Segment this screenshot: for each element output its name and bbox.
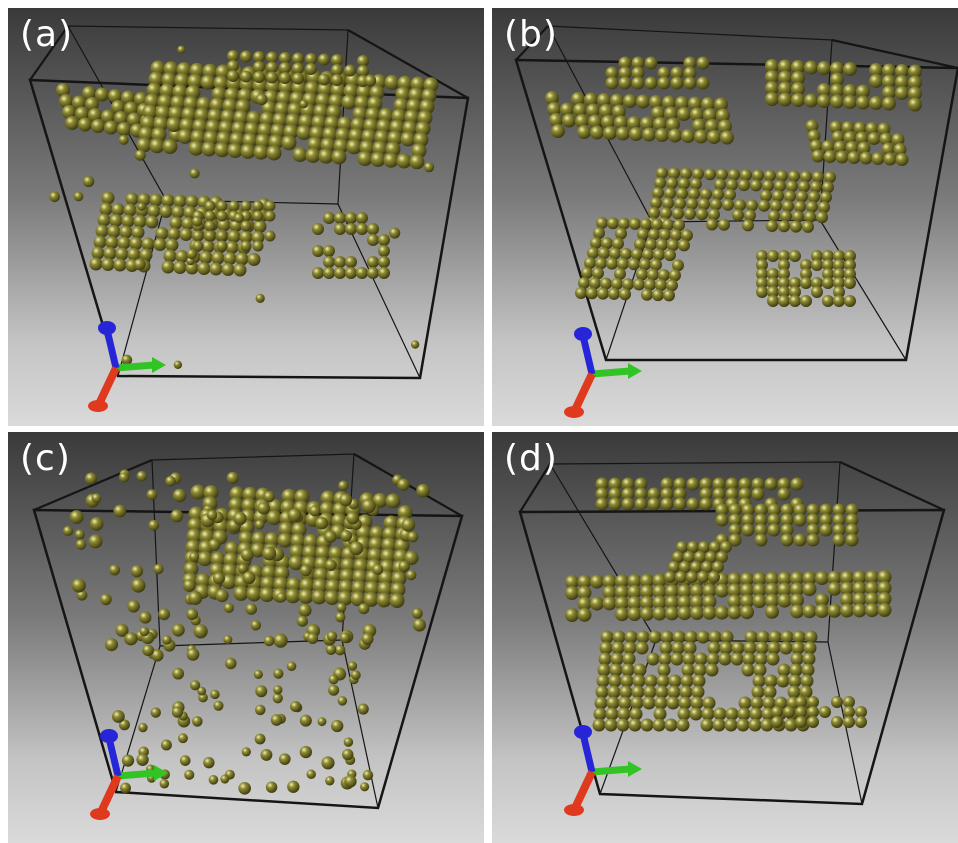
atom-cloud bbox=[49, 45, 439, 369]
simulation-box-c bbox=[32, 453, 464, 820]
axis-triad-icon bbox=[88, 321, 166, 412]
panel-b: (b) bbox=[492, 8, 958, 426]
axis-triad-icon bbox=[90, 729, 168, 820]
panel-label-a: (a) bbox=[20, 14, 74, 55]
panel-c: (c) bbox=[8, 432, 484, 843]
panel-a: (a) bbox=[8, 8, 484, 426]
simulation-box-a bbox=[28, 25, 470, 412]
panel-label-d: (d) bbox=[504, 438, 558, 479]
panel-label-b: (b) bbox=[504, 14, 558, 55]
atom-cloud bbox=[545, 56, 922, 307]
axis-triad-icon bbox=[564, 327, 642, 418]
axis-triad-icon bbox=[564, 725, 642, 816]
atom-cloud bbox=[62, 469, 430, 795]
simulation-box-d bbox=[518, 461, 946, 816]
atom-cloud bbox=[565, 477, 892, 732]
panel-d: (d) bbox=[492, 432, 958, 843]
panel-label-c: (c) bbox=[20, 438, 71, 479]
simulation-box-b bbox=[514, 25, 958, 418]
